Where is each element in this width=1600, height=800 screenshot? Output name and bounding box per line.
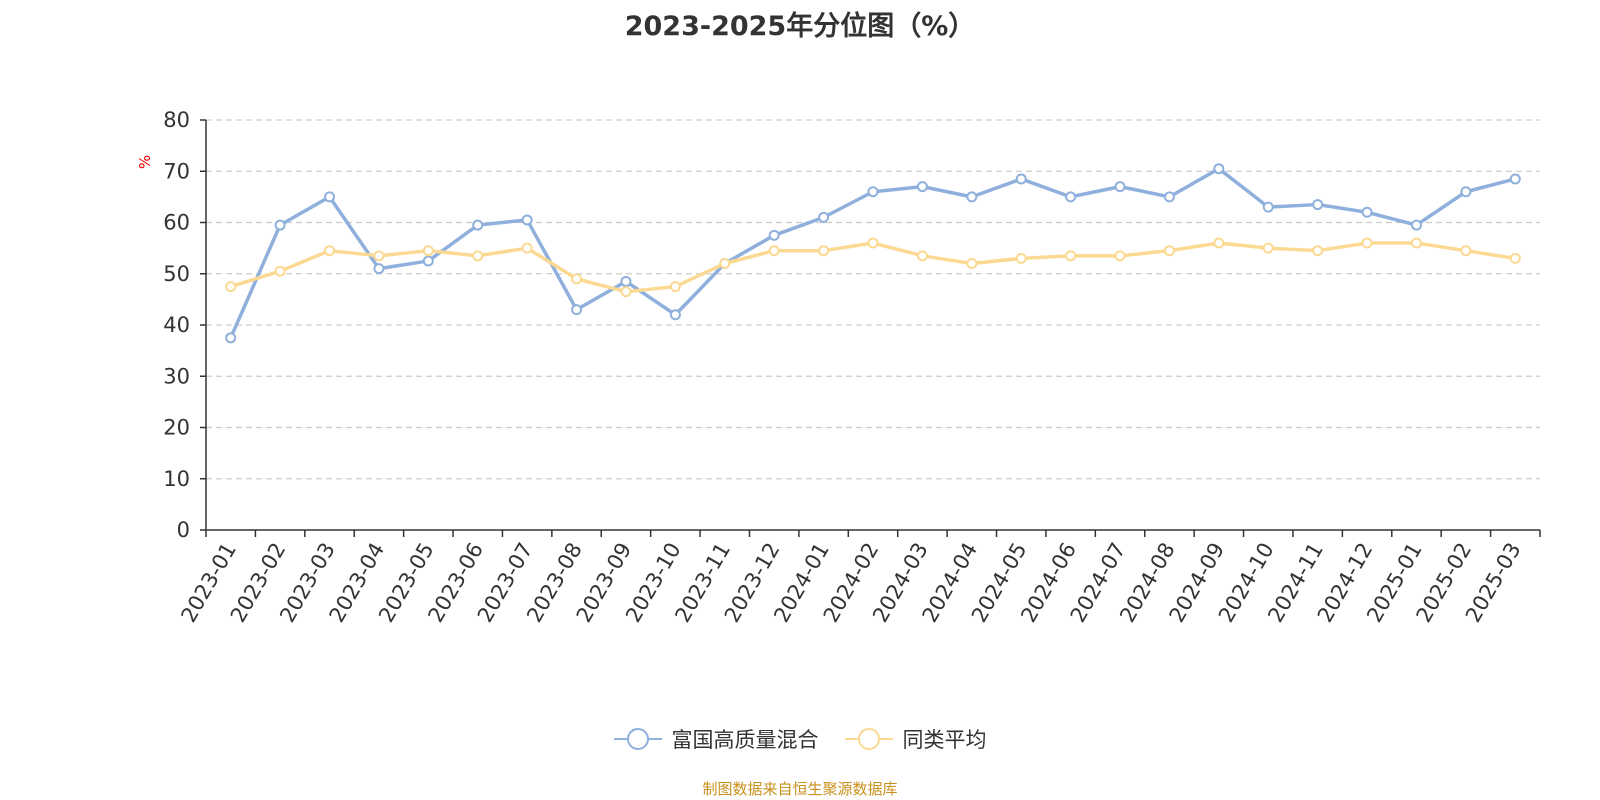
y-tick-label: 50: [163, 262, 190, 286]
axes: 01020304050607080%2023-012023-022023-032…: [136, 108, 1541, 626]
series-1-point: [669, 309, 681, 321]
data-source-note: 制图数据来自恒生聚源数据库: [702, 780, 898, 798]
series-2-point: [324, 245, 336, 257]
grid-lines: [206, 119, 1540, 480]
series-1-point: [916, 181, 928, 193]
series-1-point: [1065, 191, 1077, 203]
y-tick-label: 70: [163, 159, 190, 183]
series-2-point: [571, 273, 583, 285]
series-2-point: [373, 250, 385, 262]
series-2-point: [966, 258, 978, 269]
series-2-point: [719, 258, 731, 269]
series-2-point: [1460, 245, 1472, 257]
series-2-point: [620, 286, 632, 298]
series-lines: [225, 163, 1521, 344]
series-2-point: [1262, 242, 1274, 254]
chart-title: 2023-2025年分位图（%）: [624, 11, 976, 42]
series-2-point: [867, 237, 879, 249]
series-1-point: [1163, 191, 1175, 203]
series-2-point: [422, 245, 434, 257]
series-1-point: [422, 255, 434, 267]
series-2-point: [472, 250, 484, 262]
series-1-point: [1361, 206, 1373, 218]
y-tick-label: 10: [163, 467, 190, 491]
series-1-point: [1509, 173, 1521, 185]
series-2-point: [818, 245, 830, 257]
legend-label-series-2: 同类平均: [902, 728, 987, 752]
series-2-point: [274, 265, 286, 277]
series-2-point: [1213, 237, 1225, 249]
series-1-point: [1114, 181, 1126, 193]
legend-line-marker-icon: [844, 728, 893, 750]
series-1-point: [472, 219, 484, 231]
series-1-point: [225, 332, 237, 344]
legend-item-series-2[interactable]: 同类平均: [844, 724, 987, 754]
y-tick-label: 30: [163, 364, 190, 388]
series-2-point: [1015, 252, 1027, 264]
legend-line-marker-icon: [613, 728, 662, 750]
series-1-point: [620, 275, 632, 287]
series-2-point: [1361, 237, 1373, 249]
y-tick-label: 60: [163, 211, 190, 235]
series-1-point: [1460, 186, 1472, 198]
series-1-point: [1262, 201, 1274, 213]
series-1-point: [1015, 173, 1027, 185]
series-1-point: [1312, 199, 1324, 211]
series-1-point: [966, 191, 978, 203]
y-axis-label: %: [136, 155, 154, 169]
legend-label-series-1: 富国高质量混合: [671, 728, 819, 752]
series-1-point: [373, 263, 385, 275]
series-2-point: [1114, 250, 1126, 262]
series-1-point: [521, 214, 533, 226]
series-1-point: [768, 229, 780, 241]
series-1-point: [571, 304, 583, 316]
y-tick-label: 80: [163, 108, 190, 132]
series-2-point: [521, 242, 533, 254]
series-2-point: [1509, 252, 1521, 264]
series-1-point: [1213, 163, 1225, 175]
series-2-point: [768, 245, 780, 257]
series-1-point: [324, 191, 336, 203]
legend: 富国高质量混合 同类平均: [0, 724, 1600, 754]
series-2-point: [669, 281, 681, 293]
y-tick-label: 20: [163, 416, 190, 440]
series-1-point: [867, 186, 879, 198]
series-1-point: [1410, 219, 1422, 231]
y-tick-label: 0: [177, 518, 190, 542]
series-2-point: [916, 250, 928, 262]
series-2-point: [1410, 237, 1422, 249]
y-tick-label: 40: [163, 313, 190, 337]
series-2-point: [1163, 245, 1175, 257]
legend-item-series-1[interactable]: 富国高质量混合: [613, 724, 819, 754]
series-2-point: [1312, 245, 1324, 257]
series-2-point: [1065, 250, 1077, 262]
series-2-point: [225, 281, 237, 293]
series-1-point: [274, 219, 286, 231]
series-1-point: [818, 211, 830, 223]
